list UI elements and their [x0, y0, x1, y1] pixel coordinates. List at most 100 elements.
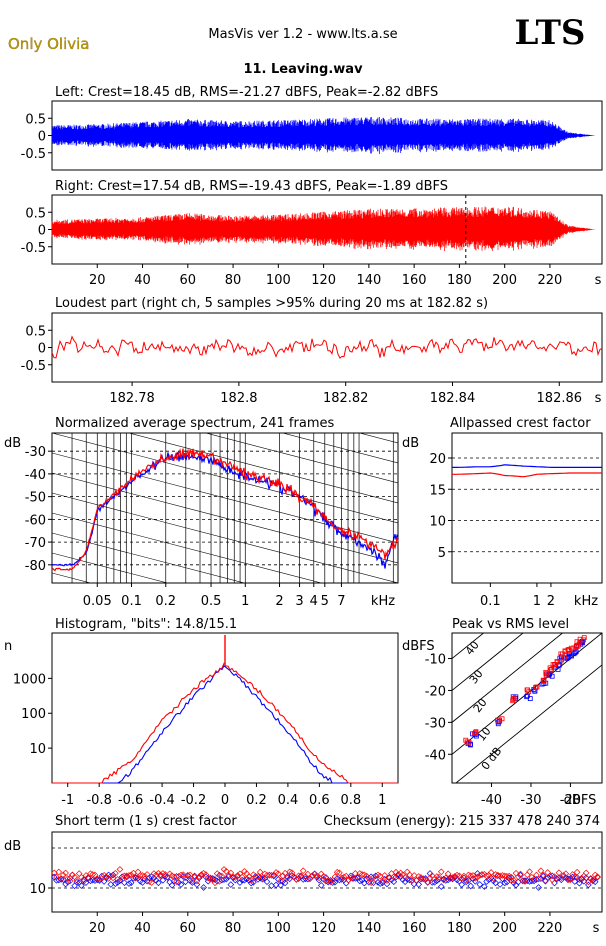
shortcrest-point-left [200, 884, 207, 891]
histogram-y-label: 10 [29, 742, 46, 757]
shortcrest-point-right [302, 873, 309, 881]
shortcrest-x-label: 20 [89, 921, 106, 936]
shortcrest-point-left [576, 879, 583, 887]
shortcrest-point-right [401, 873, 409, 881]
spectrum-slope-line [52, 673, 398, 763]
spectrum-slope-line [52, 313, 398, 403]
shortcrest-point-right [480, 870, 488, 878]
shortcrest-point-right [594, 873, 601, 881]
shortcrest-point-left [483, 878, 490, 885]
spectrum-series-left [51, 451, 399, 569]
shortcrest-point-right [537, 867, 545, 875]
shortcrest-point-right [490, 875, 497, 882]
shortcrest-point-right [277, 877, 284, 885]
shortcrest-point-right [168, 872, 176, 880]
shortcrest-point-right [195, 873, 203, 880]
shortcrest-point-right [539, 871, 547, 879]
shortcrest-point-right [542, 877, 549, 885]
shortcrest-point-right [571, 873, 579, 881]
shortcrest-point-left [78, 882, 85, 889]
spectrum-y-label: -40 [25, 468, 46, 483]
histogram-series-right [52, 662, 398, 784]
shortcrest-point-right [331, 873, 339, 881]
shortcrest-point-left [435, 875, 443, 883]
spectrum-x-label: 0.05 [83, 594, 112, 609]
histogram-x-label: -0.2 [181, 793, 206, 808]
shortcrest-point-right [265, 871, 273, 879]
peakrms-point-right [576, 641, 582, 647]
shortcrest-point-right [367, 879, 375, 886]
peakrms-point-right [554, 659, 560, 664]
allpass-x-unit: kHz [574, 594, 598, 609]
spectrum-slope-line [52, 472, 398, 564]
shortcrest-point-right [64, 875, 72, 882]
shortcrest-y-label: 10 [29, 882, 46, 897]
shortcrest-point-left [399, 876, 407, 883]
shortcrest-point-left [188, 879, 196, 886]
shortcrest-point-right [462, 876, 470, 884]
shortcrest-point-right [589, 876, 597, 884]
shortcrest-point-right [247, 877, 255, 884]
allpass-series-right [452, 472, 602, 478]
shortcrest-point-right [225, 871, 232, 879]
shortcrest-point-left [571, 878, 579, 885]
shortcrest-point-left [444, 876, 452, 884]
shortcrest-point-left [182, 878, 189, 886]
spectrum-x-label: 7 [337, 594, 345, 609]
spectrum-y-label: -80 [25, 559, 46, 574]
shortcrest-point-left [317, 882, 325, 889]
peakrms-point-left [559, 654, 564, 660]
shortcrest-point-left [360, 879, 368, 887]
shortcrest-point-left [542, 877, 549, 884]
shortcrest-point-left [591, 878, 599, 886]
loudest-x-label: 182.86 [537, 391, 583, 406]
shortcrest-point-left [272, 881, 280, 889]
spectrum-slope-line [281, 433, 398, 464]
shortcrest-point-right [363, 872, 370, 880]
shortcrest-point-left [96, 877, 103, 884]
shortcrest-point-right [351, 870, 359, 877]
shortcrest-point-left [177, 881, 185, 888]
shortcrest-point-right [474, 873, 481, 881]
shortcrest-point-left [186, 877, 194, 885]
allpass-title: Allpassed crest factor [450, 416, 591, 431]
shortcrest-point-right [263, 871, 271, 879]
shortcrest-point-left [112, 880, 119, 888]
shortcrest-point-right [406, 871, 413, 879]
allpass-frame [451, 432, 603, 584]
allpass-series-left [452, 464, 602, 468]
shortcrest-point-right [150, 870, 158, 877]
shortcrest-x-label: 40 [134, 921, 151, 936]
loudest-x-label: 182.8 [220, 391, 257, 406]
shortcrest-point-right [553, 874, 561, 882]
shortcrest-point-right [62, 869, 69, 877]
right-wave-x-label: 100 [266, 273, 291, 288]
shortcrest-point-right [218, 872, 226, 880]
peakrms-frame [451, 632, 603, 784]
shortcrest-point-right [252, 874, 260, 882]
shortcrest-point-right [193, 877, 201, 885]
shortcrest-point-right [487, 869, 495, 876]
shortcrest-point-right [80, 878, 88, 885]
histogram-y-unit: n [4, 639, 12, 654]
peakrms-point-right [543, 673, 549, 678]
shortcrest-point-right [272, 869, 280, 876]
shortcrest-point-left [458, 881, 466, 888]
shortcrest-point-left [159, 876, 167, 884]
shortcrest-point-right [75, 870, 83, 877]
shortcrest-point-left [274, 876, 282, 883]
shortcrest-y-unit: dB [4, 839, 21, 854]
shortcrest-point-right [585, 878, 592, 886]
shortcrest-point-right [576, 876, 583, 883]
shortcrest-point-right [73, 876, 81, 884]
shortcrest-x-label: 140 [356, 921, 381, 936]
right-wave-x-label: 180 [447, 273, 472, 288]
histogram-y-label: 1000 [13, 672, 46, 687]
shortcrest-x-label: 180 [447, 921, 472, 936]
shortcrest-point-right [510, 876, 518, 884]
shortcrest-point-right [528, 873, 536, 881]
shortcrest-point-right [422, 876, 429, 884]
spectrum-y-label: -50 [25, 491, 46, 506]
shortcrest-point-right [336, 869, 343, 877]
shortcrest-point-right [200, 869, 207, 877]
